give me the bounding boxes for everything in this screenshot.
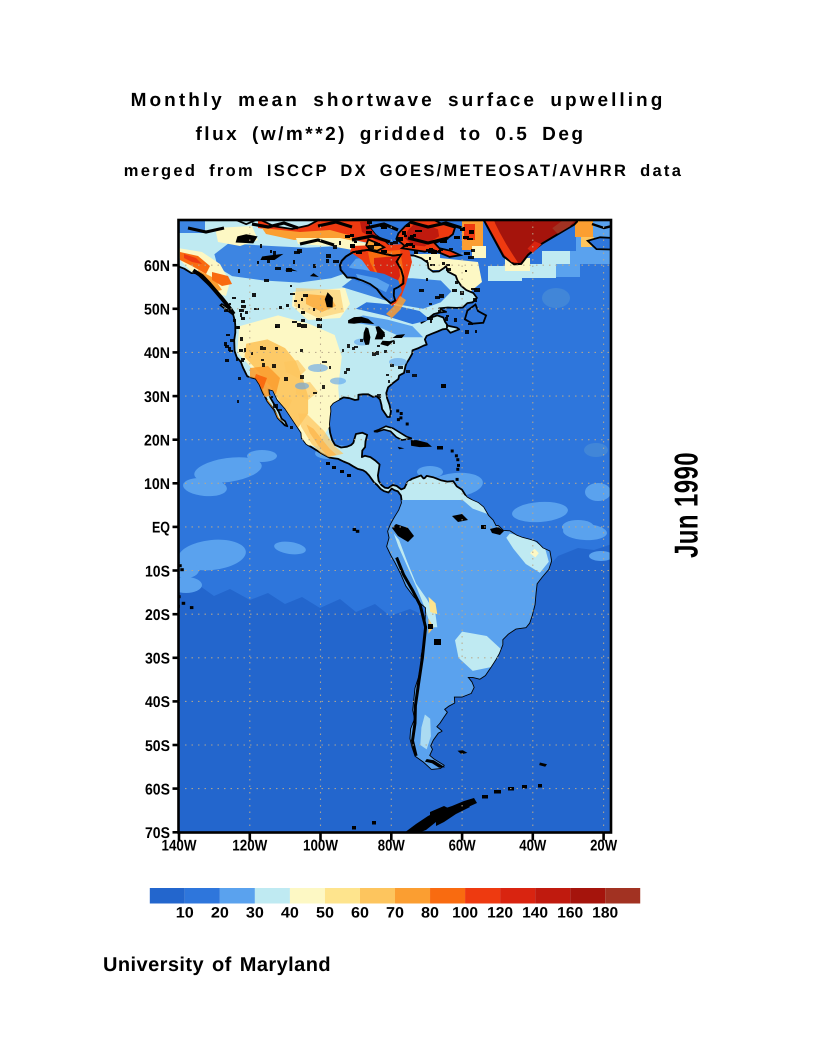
svg-text:100: 100: [452, 905, 478, 922]
svg-text:40: 40: [281, 905, 299, 922]
svg-text:30S: 30S: [145, 651, 170, 668]
svg-text:40W: 40W: [519, 838, 546, 855]
svg-text:120W: 120W: [232, 838, 267, 855]
svg-text:50: 50: [316, 905, 334, 922]
svg-text:20W: 20W: [590, 838, 617, 855]
svg-text:10: 10: [176, 905, 194, 922]
svg-text:140: 140: [522, 905, 548, 922]
svg-text:80W: 80W: [378, 838, 405, 855]
svg-text:Jun 1990: Jun 1990: [669, 452, 706, 558]
svg-text:Monthly mean shortwave surface: Monthly mean shortwave surface upwelling: [131, 90, 666, 111]
svg-text:50N: 50N: [144, 302, 170, 319]
svg-text:20: 20: [211, 905, 229, 922]
svg-text:40N: 40N: [144, 345, 170, 362]
svg-text:10N: 10N: [144, 476, 170, 493]
svg-text:60N: 60N: [144, 258, 170, 275]
svg-text:30N: 30N: [144, 389, 170, 406]
svg-text:20S: 20S: [145, 607, 170, 624]
svg-text:flux (w/m**2) gridded to 0.5 D: flux (w/m**2) gridded to 0.5 Deg: [195, 124, 585, 145]
svg-text:60: 60: [351, 905, 369, 922]
svg-text:60W: 60W: [449, 838, 476, 855]
svg-text:100W: 100W: [303, 838, 338, 855]
svg-text:60S: 60S: [145, 781, 170, 798]
svg-text:80: 80: [421, 905, 439, 922]
svg-text:180: 180: [592, 905, 618, 922]
svg-text:40S: 40S: [145, 694, 170, 711]
svg-text:University of Maryland: University of Maryland: [103, 954, 331, 976]
svg-text:50S: 50S: [145, 738, 170, 755]
svg-text:70: 70: [386, 905, 404, 922]
svg-text:30: 30: [246, 905, 264, 922]
svg-text:70S: 70S: [145, 825, 170, 842]
svg-text:10S: 10S: [145, 563, 170, 580]
svg-text:EQ: EQ: [152, 520, 170, 537]
svg-text:merged from ISCCP DX GOES/METE: merged from ISCCP DX GOES/METEOSAT/AVHRR…: [124, 162, 683, 180]
svg-text:20N: 20N: [144, 433, 170, 450]
svg-text:140W: 140W: [162, 838, 197, 855]
svg-text:120: 120: [487, 905, 513, 922]
svg-text:160: 160: [557, 905, 583, 922]
